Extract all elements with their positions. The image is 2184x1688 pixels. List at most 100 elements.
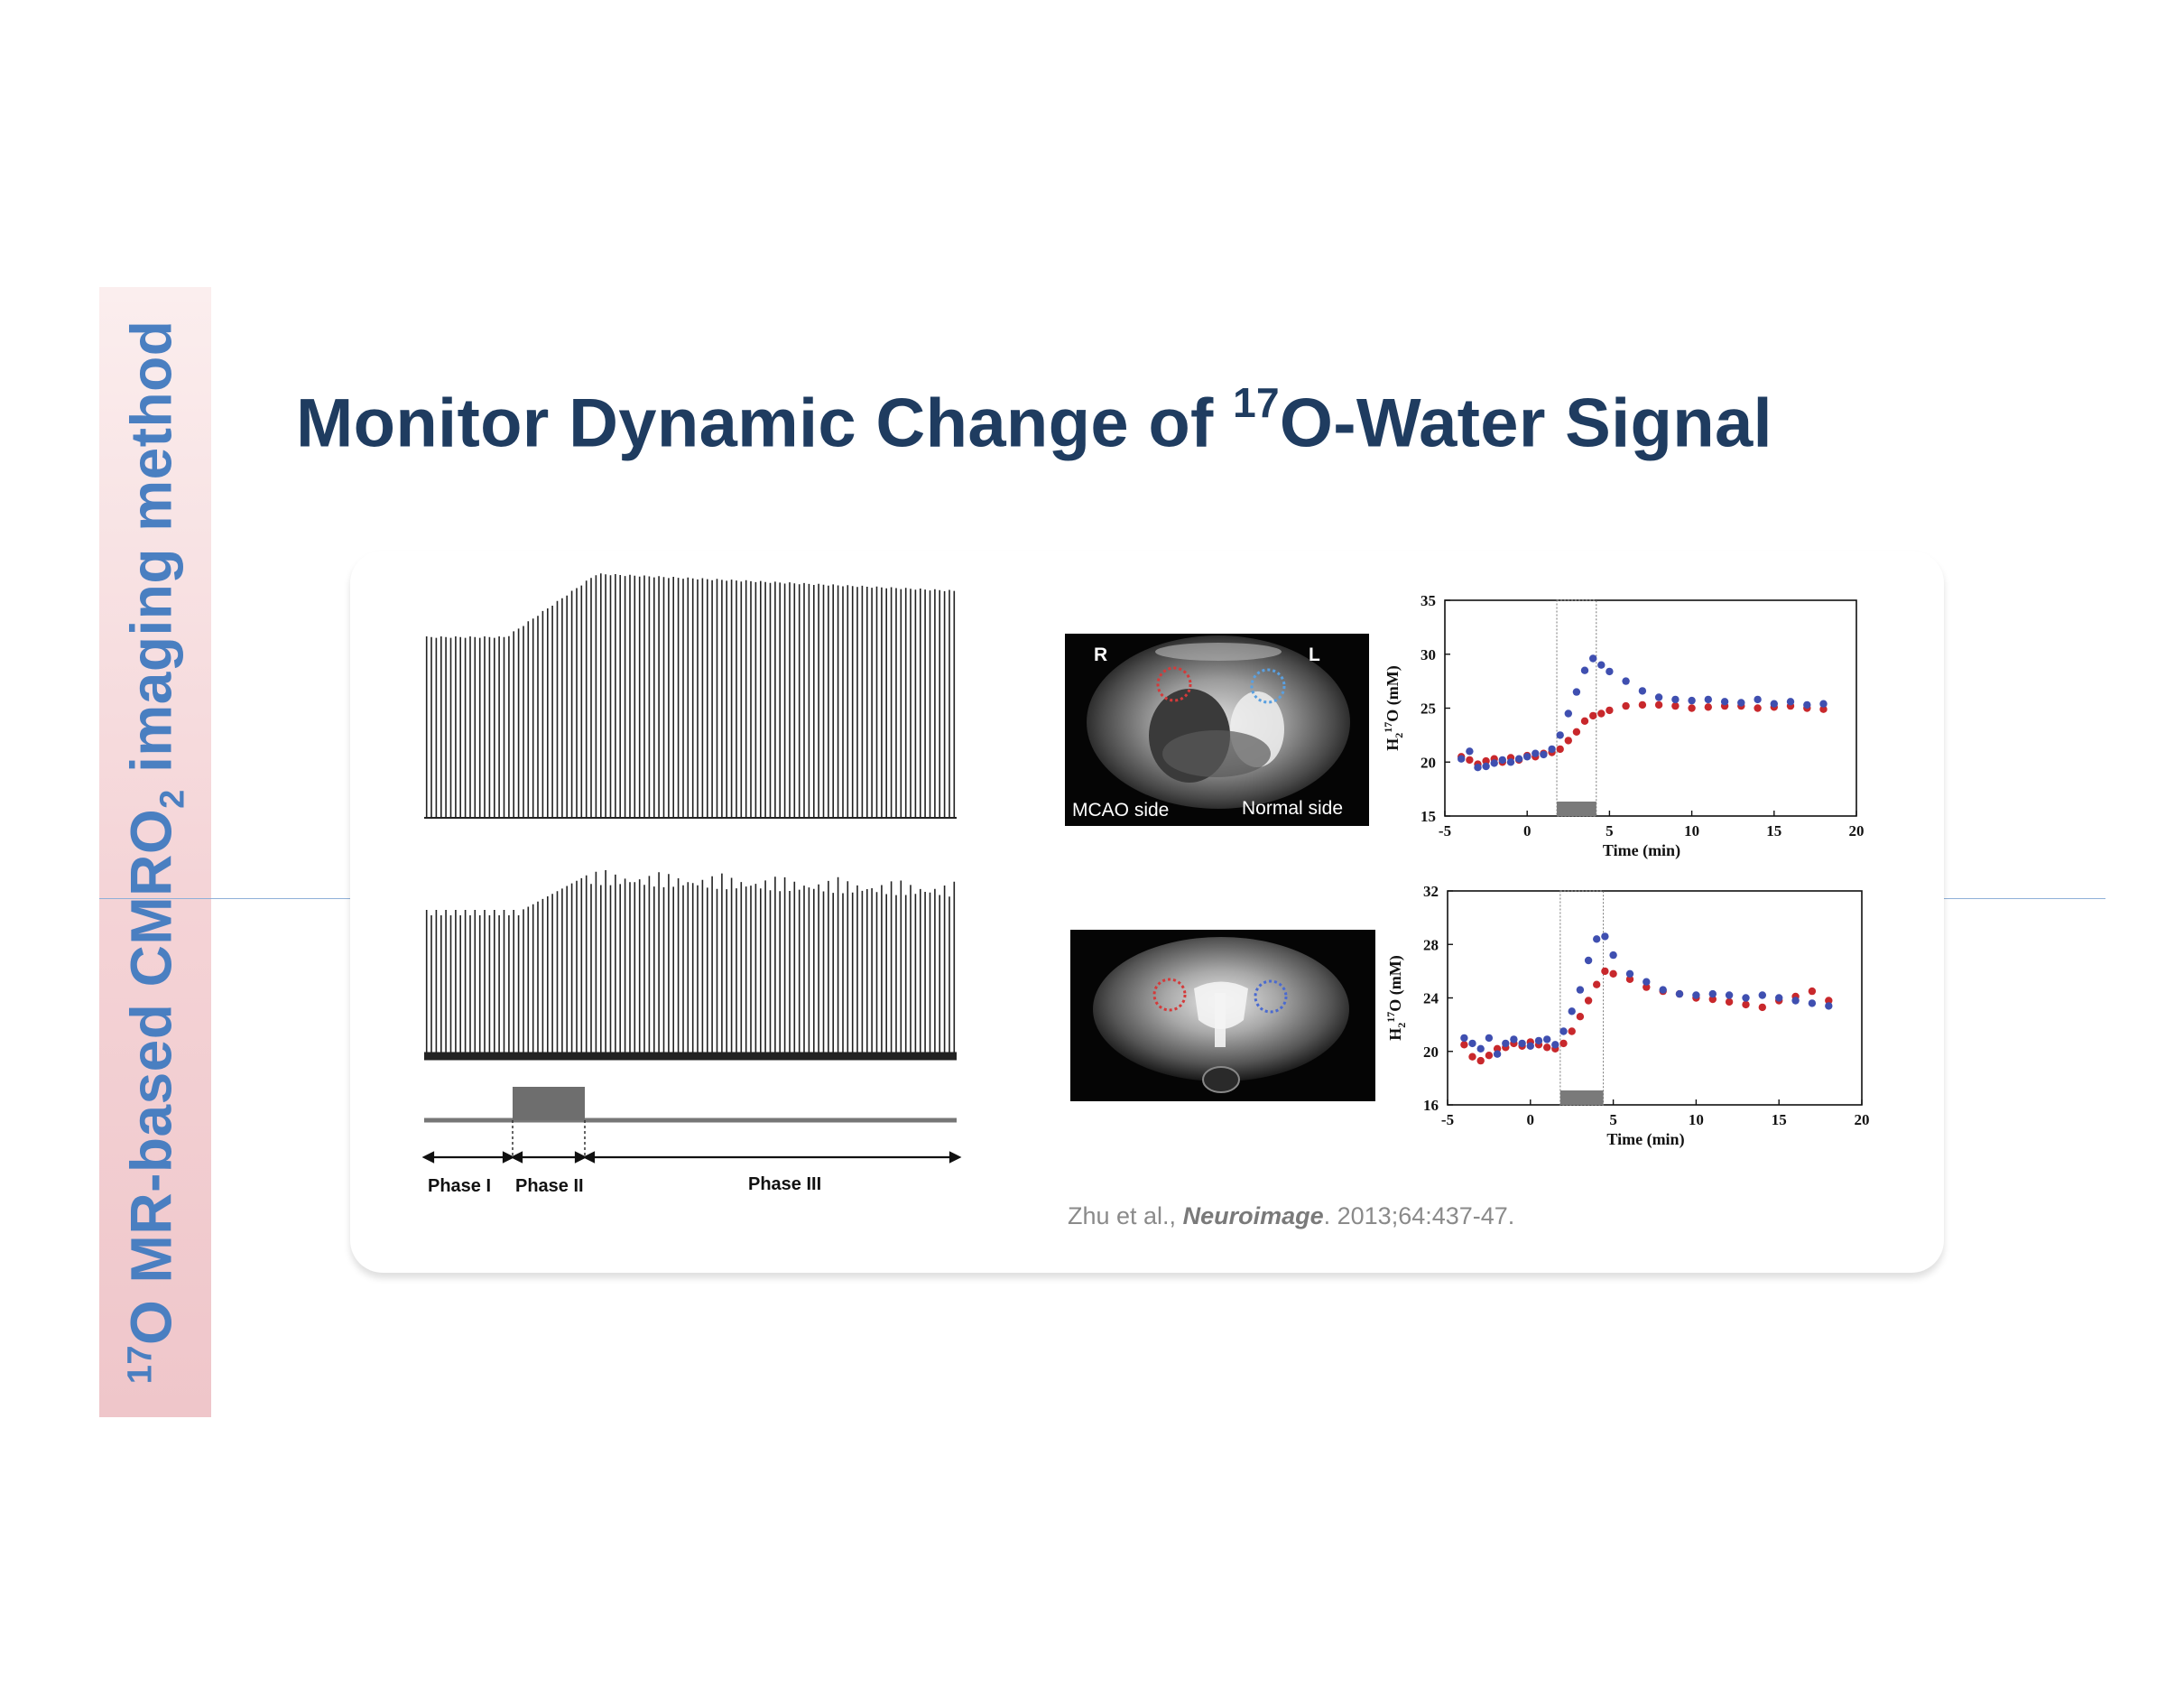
infusion-block	[513, 1087, 585, 1120]
data-point-blue	[1482, 762, 1490, 771]
sidebar-band	[99, 287, 211, 1417]
data-point-red	[1622, 701, 1630, 710]
data-point-blue	[1819, 700, 1828, 708]
phase-1-label: Phase I	[428, 1176, 491, 1196]
data-point-blue	[1548, 745, 1556, 754]
data-point-red	[1754, 704, 1762, 712]
marker-l: L	[1309, 645, 1320, 665]
trace-top	[424, 573, 957, 819]
data-point-blue	[1534, 1036, 1543, 1045]
divider-left	[99, 898, 406, 899]
data-point-red	[1638, 700, 1647, 710]
figure-panel: Phase I Phase II Phase III R L MCAO side…	[350, 551, 1944, 1273]
data-point-blue	[1490, 759, 1498, 767]
data-point-blue	[1510, 1035, 1518, 1043]
figure-canvas: Phase I Phase II Phase III R L MCAO side…	[421, 573, 1870, 1196]
data-point-red	[1625, 975, 1634, 983]
plot-frame	[1447, 890, 1863, 1106]
data-point-red	[1466, 756, 1474, 765]
data-point-blue	[1720, 698, 1729, 706]
x-tick-label: 10	[1684, 822, 1699, 839]
data-point-blue	[1589, 654, 1597, 663]
brain-image-bottom	[1070, 930, 1375, 1101]
data-point-red	[1708, 995, 1717, 1004]
data-point-red	[1671, 701, 1680, 710]
roi-circle-mcao	[1156, 666, 1192, 702]
data-point-blue	[1737, 699, 1745, 707]
data-point-red	[1758, 1003, 1767, 1012]
data-point-blue	[1675, 989, 1684, 998]
data-point-red	[1597, 710, 1606, 718]
y-tick-label: 25	[1421, 700, 1436, 718]
data-point-blue	[1609, 951, 1617, 960]
data-point-blue	[1576, 986, 1585, 994]
infusion-window	[1559, 890, 1605, 1106]
data-point-red	[1688, 704, 1696, 712]
sidebar-part1: O MR-based CMRO	[118, 808, 184, 1346]
data-point-blue	[1808, 999, 1817, 1007]
data-point-blue	[1493, 1050, 1502, 1058]
data-point-red	[1654, 700, 1663, 710]
data-point-blue	[1564, 710, 1573, 718]
plot-frame	[1444, 599, 1857, 817]
data-point-blue	[1708, 989, 1717, 998]
data-point-blue	[1498, 756, 1507, 765]
caption-normal-side: Normal side	[1242, 798, 1343, 819]
roi-circle-left	[1152, 978, 1187, 1012]
data-point-red	[1556, 745, 1564, 754]
data-point-blue	[1606, 667, 1614, 676]
x-tick-label: 15	[1772, 1111, 1787, 1128]
data-point-blue	[1474, 764, 1482, 772]
trace-strokes	[425, 573, 956, 818]
title-sup: 17	[1233, 379, 1280, 426]
data-point-blue	[1758, 991, 1767, 999]
data-point-blue	[1460, 1034, 1468, 1043]
data-point-blue	[1622, 677, 1630, 685]
data-point-blue	[1514, 755, 1523, 763]
data-point-blue	[1692, 991, 1700, 999]
data-point-blue	[1466, 747, 1474, 756]
citation-journal: Neuroimage	[1182, 1202, 1324, 1229]
x-tick-label: -5	[1439, 822, 1451, 839]
title-suffix: O-Water Signal	[1279, 385, 1772, 462]
x-tick-label: -5	[1441, 1111, 1454, 1128]
data-point-blue	[1518, 1039, 1526, 1048]
citation-authors: Zhu et al.,	[1068, 1202, 1183, 1229]
data-point-blue	[1597, 661, 1606, 669]
chart-top: -5 0 5 10 15 20 15 20 25 30 35 Time (min) H217O (mM)	[1382, 592, 1865, 860]
y-tick-label: 28	[1423, 936, 1439, 953]
data-point-red	[1559, 1039, 1568, 1048]
citation: Zhu et al., Neuroimage. 2013;64:437-47.	[1068, 1202, 1514, 1230]
data-point-blue	[1725, 991, 1734, 999]
data-point-blue	[1532, 749, 1540, 757]
x-tick-label: 5	[1609, 1111, 1617, 1128]
data-point-red	[1589, 711, 1597, 720]
data-point-red	[1576, 1013, 1585, 1021]
y-tick-label: 20	[1423, 1043, 1439, 1061]
caption-mcao-side: MCAO side	[1072, 800, 1169, 821]
data-point-blue	[1754, 695, 1762, 704]
data-point-blue	[1791, 997, 1800, 1005]
data-point-red	[1568, 1027, 1576, 1035]
roi-circle-normal	[1250, 668, 1286, 704]
data-point-red	[1460, 1041, 1468, 1049]
trace-bottom	[424, 870, 957, 1061]
data-point-blue	[1458, 755, 1466, 763]
data-point-blue	[1625, 969, 1634, 978]
data-point-red	[1725, 997, 1734, 1006]
y-axis-label: H217O (mM)	[1384, 955, 1408, 1041]
phase-arrows	[421, 1151, 962, 1164]
sidebar-section-title: 17O MR-based CMRO2 imaging method	[118, 320, 193, 1385]
data-point-blue	[1523, 753, 1532, 761]
data-point-blue	[1638, 687, 1647, 695]
x-tick-label: 15	[1766, 822, 1781, 839]
y-tick-label: 16	[1423, 1097, 1439, 1114]
data-point-red	[1601, 967, 1609, 976]
data-point-blue	[1643, 978, 1651, 986]
y-tick-label: 15	[1421, 808, 1436, 825]
data-point-red	[1606, 706, 1614, 715]
data-point-red	[1580, 717, 1589, 725]
data-point-blue	[1825, 1002, 1833, 1010]
y-tick-label: 30	[1421, 646, 1436, 663]
x-tick-label: 5	[1606, 822, 1614, 839]
